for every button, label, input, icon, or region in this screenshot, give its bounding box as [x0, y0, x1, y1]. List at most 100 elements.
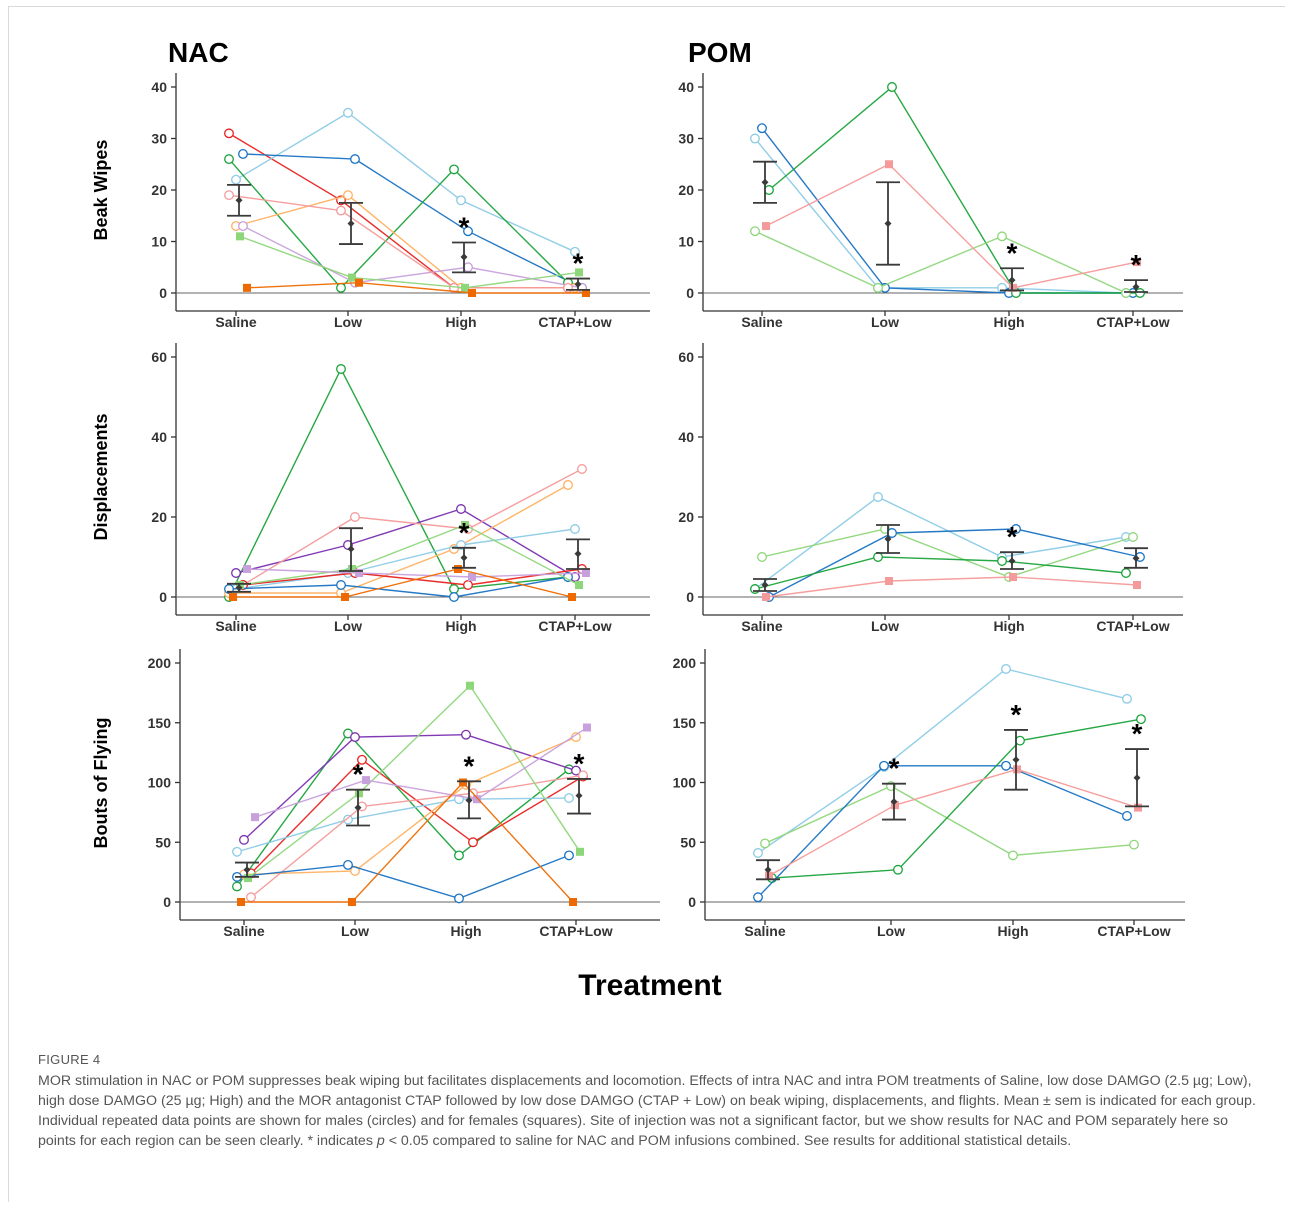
significance-asterisk: *: [574, 748, 585, 779]
x-tick-label: Saline: [223, 923, 264, 939]
data-point-circle: [750, 226, 760, 237]
data-point-square: [466, 681, 474, 690]
data-point-circle: [449, 584, 459, 594]
series-line-pink: [250, 774, 584, 898]
data-point-circle: [570, 524, 580, 534]
data-point-square: [1013, 765, 1021, 774]
data-point-circle: [1121, 568, 1131, 578]
data-point-square: [454, 565, 462, 573]
data-point-square: [1133, 258, 1141, 267]
series-line-pink: [768, 768, 1139, 877]
series-line-orange: [233, 568, 573, 598]
y-tick-label: 30: [678, 131, 694, 147]
significance-asterisk: *: [1131, 249, 1142, 280]
mean-marker: [764, 866, 772, 874]
y-tick-label: 10: [678, 234, 694, 250]
chart-panel-pom-5: 0 50 100 150 200 Saline Low High CTAP+Low * * *: [673, 649, 1185, 939]
chart-panel-pom-3: 0 20 40 60 Saline Low High CTAP+Low *: [678, 343, 1183, 634]
data-point-square: [459, 778, 467, 787]
data-point-circle: [343, 860, 353, 870]
data-point-square: [251, 813, 259, 822]
x-tick-label: Saline: [741, 618, 782, 634]
figure-label: FIGURE 4: [38, 1052, 101, 1067]
mean-marker: [347, 545, 355, 553]
data-point-square: [348, 898, 356, 906]
series-line-sky: [754, 138, 1127, 294]
data-point-circle: [873, 492, 883, 502]
data-point-square: [891, 801, 899, 810]
y-tick-label: 20: [151, 509, 167, 525]
data-point-square: [765, 871, 773, 880]
data-point-circle: [764, 185, 774, 195]
data-point-square: [236, 581, 244, 589]
data-point-circle: [454, 850, 464, 861]
series-line-lightgreen: [247, 684, 581, 879]
x-tick-label: High: [997, 923, 1028, 939]
mean-marker: [1132, 554, 1140, 562]
data-point-circle: [1011, 524, 1021, 534]
series-line-orange: [241, 781, 574, 903]
data-point-circle: [454, 893, 464, 904]
data-point-circle: [1001, 760, 1011, 771]
data-point-circle: [563, 282, 573, 293]
x-tick-label: CTAP+Low: [539, 923, 612, 939]
series-line-blue: [757, 765, 1128, 898]
data-point-circle: [239, 834, 249, 845]
data-point-square: [583, 723, 591, 732]
series-line-pink: [765, 163, 1138, 289]
significance-asterisk: *: [464, 750, 475, 781]
series-line-sky: [235, 528, 576, 590]
y-tick-label: 20: [678, 182, 694, 198]
significance-asterisk: *: [459, 212, 470, 243]
data-point-circle: [246, 892, 256, 903]
data-point-circle: [231, 174, 241, 185]
mean-marker: [761, 581, 769, 589]
data-point-square: [885, 577, 893, 585]
series-line-orange: [246, 281, 586, 294]
data-point-square: [461, 521, 469, 529]
y-tick-label: 0: [686, 285, 694, 301]
data-point-square: [355, 278, 363, 287]
data-point-square: [575, 268, 583, 277]
series-line-green: [228, 367, 569, 598]
x-tick-label: CTAP+Low: [1097, 923, 1170, 939]
y-tick-label: 0: [159, 285, 167, 301]
data-point-circle: [753, 892, 763, 903]
mean-marker: [235, 584, 243, 592]
data-point-circle: [224, 190, 234, 201]
mean-marker: [460, 554, 468, 562]
series-line-blue: [236, 854, 570, 900]
series-line-lightgreen: [239, 235, 580, 289]
series-line-lightgreen: [754, 230, 1127, 294]
data-point-circle: [1136, 714, 1146, 725]
data-point-square: [582, 569, 590, 577]
data-point-circle: [564, 850, 574, 861]
row-title-displacements: Displacements: [91, 413, 111, 540]
row-title-beak-wipes: Beak Wipes: [91, 140, 111, 241]
data-point-square: [468, 289, 476, 297]
data-point-square: [461, 283, 469, 292]
x-tick-label: Low: [334, 618, 362, 634]
mean-marker: [1008, 276, 1016, 284]
series-line-lilac: [254, 726, 588, 818]
data-point-circle: [357, 754, 367, 765]
data-point-square: [355, 569, 363, 577]
mean-marker: [347, 219, 355, 227]
data-point-circle: [232, 846, 242, 857]
row-title-bouts-of-flying: Bouts of Flying: [91, 718, 111, 849]
series-line-sky: [754, 496, 1127, 590]
y-tick-label: 100: [148, 775, 172, 791]
significance-asterisk: *: [353, 759, 364, 790]
data-point-square: [473, 795, 481, 804]
data-point-circle: [753, 848, 763, 858]
data-point-circle: [463, 580, 473, 590]
data-point-square: [362, 776, 370, 785]
x-tick-label: High: [993, 618, 1024, 634]
data-point-circle: [997, 556, 1007, 566]
data-point-circle: [1129, 839, 1139, 850]
data-point-circle: [343, 190, 353, 201]
data-point-circle: [997, 231, 1007, 242]
series-line-blue: [761, 127, 1133, 294]
series-line-sky: [236, 797, 570, 853]
series-line-blue: [242, 153, 583, 289]
